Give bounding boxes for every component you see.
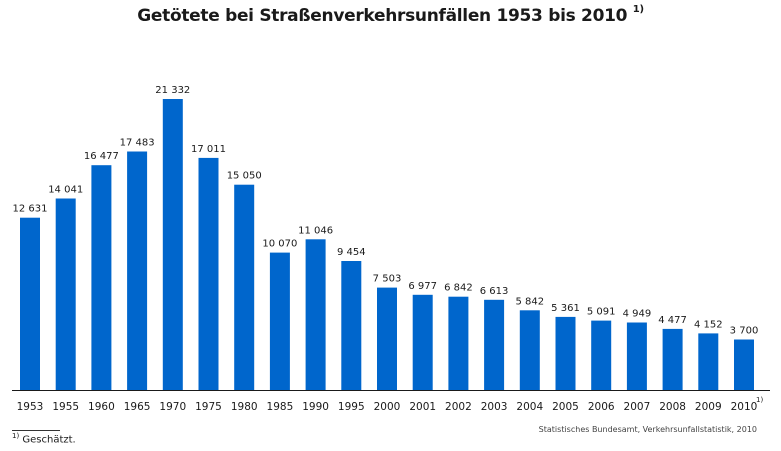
- footnote-marker: 1): [12, 432, 20, 440]
- value-label-2001: 6 977: [408, 281, 437, 292]
- bar-1970: [162, 99, 183, 390]
- x-tick-label-1995: 1995: [338, 401, 365, 413]
- x-tick-label-1955: 1955: [52, 401, 79, 413]
- value-label-2003: 6 613: [480, 286, 509, 297]
- value-label-1953: 12 631: [13, 204, 48, 215]
- bar-1995: [341, 261, 362, 390]
- bar-2001: [412, 294, 433, 390]
- x-tick-label-2003: 2003: [481, 401, 508, 413]
- x-tick-label-2001: 2001: [409, 401, 436, 413]
- bar-1990: [305, 239, 326, 390]
- x-tick-label-1975: 1975: [195, 401, 222, 413]
- value-label-1980: 15 050: [227, 171, 262, 182]
- bar-2007: [626, 322, 647, 390]
- x-tick-label-1960: 1960: [88, 401, 115, 413]
- value-label-1995: 9 454: [337, 247, 366, 258]
- x-tick-label-1980: 1980: [231, 401, 258, 413]
- bar-1975: [198, 157, 219, 390]
- bar-1980: [234, 184, 255, 390]
- x-tick-label-1953: 1953: [17, 401, 44, 413]
- x-tick-label-1985: 1985: [267, 401, 294, 413]
- bar-1953: [20, 217, 40, 390]
- value-label-2009: 4 152: [694, 319, 723, 330]
- footnote-rule: [12, 430, 60, 431]
- bar-2005: [555, 316, 576, 390]
- chart-title: Getötete bei Straßenverkehrsunfällen 195…: [0, 4, 781, 26]
- value-label-2005: 5 361: [551, 303, 580, 314]
- bar-1965: [127, 151, 148, 390]
- x-tick-label-2009: 2009: [695, 401, 722, 413]
- value-label-2002: 6 842: [444, 283, 473, 294]
- chart-title-footnote-marker: 1): [632, 4, 644, 16]
- value-label-1990: 11 046: [298, 225, 333, 236]
- bar-2002: [448, 296, 469, 390]
- x-tick-label-1990: 1990: [302, 401, 329, 413]
- value-label-1970: 21 332: [155, 85, 190, 96]
- value-label-2004: 5 842: [515, 296, 544, 307]
- bar-1985: [269, 252, 290, 390]
- x-tick-label-2010: 2010: [731, 401, 758, 413]
- value-label-2008: 4 477: [658, 315, 687, 326]
- estimated-marker-2010: 1): [756, 396, 763, 404]
- value-label-2007: 4 949: [623, 309, 652, 320]
- value-label-1960: 16 477: [84, 151, 119, 162]
- chart-title-text: Getötete bei Straßenverkehrsunfällen 195…: [137, 6, 628, 26]
- bar-2000: [377, 287, 397, 390]
- bar-2010: [734, 339, 754, 390]
- x-tick-label-1965: 1965: [124, 401, 151, 413]
- x-tick-label-2005: 2005: [552, 401, 579, 413]
- bar-2006: [591, 320, 612, 390]
- x-tick-label-1970: 1970: [159, 401, 186, 413]
- x-tick-labels-group: 1953 1955 1960 1965 1970 1975 1980 1985 1990 1995…: [17, 401, 758, 413]
- value-label-1985: 10 070: [262, 239, 297, 250]
- markers-group: 1): [756, 396, 763, 404]
- value-label-1965: 17 483: [120, 138, 155, 149]
- bar-2003: [484, 299, 505, 390]
- x-tick-label-2004: 2004: [516, 401, 543, 413]
- x-tick-label-2007: 2007: [624, 401, 651, 413]
- x-tick-label-2000: 2000: [374, 401, 401, 413]
- value-label-2010: 3 700: [730, 326, 759, 337]
- value-label-2006: 5 091: [587, 307, 616, 318]
- bar-2009: [698, 333, 719, 390]
- x-tick-label-2002: 2002: [445, 401, 472, 413]
- bar-1955: [55, 198, 76, 390]
- value-label-1975: 17 011: [191, 144, 226, 155]
- x-tick-label-2006: 2006: [588, 401, 615, 413]
- value-label-1955: 14 041: [48, 185, 83, 196]
- source-note: Statistisches Bundesamt, Verkehrsunfalls…: [538, 425, 757, 434]
- footnote: 1) Geschätzt.: [12, 432, 76, 445]
- value-label-2000: 7 503: [373, 274, 402, 285]
- footnote-text: Geschätzt.: [22, 434, 76, 446]
- bar-2004: [519, 310, 540, 390]
- bar-2008: [662, 328, 683, 390]
- bar-1960: [91, 165, 112, 390]
- bars-group: [20, 99, 754, 390]
- x-tick-label-2008: 2008: [659, 401, 686, 413]
